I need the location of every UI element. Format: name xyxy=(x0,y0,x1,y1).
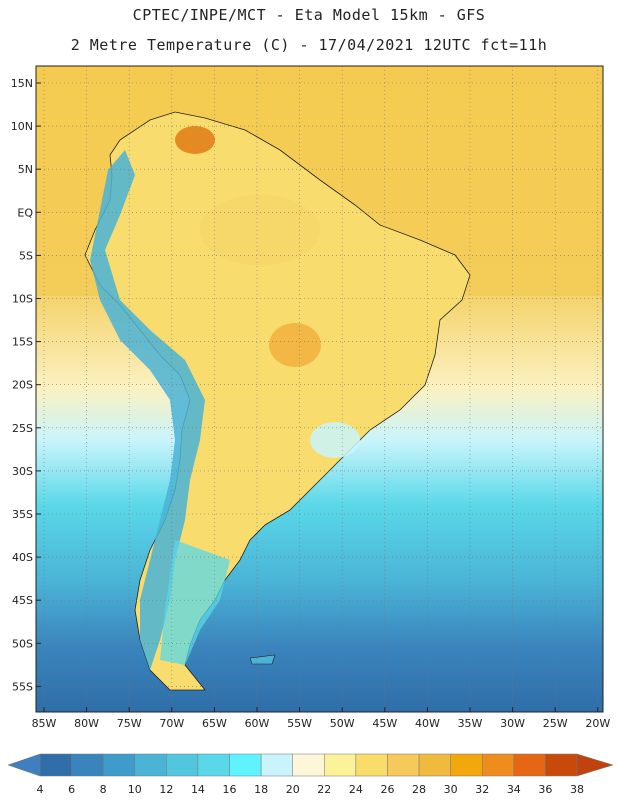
plot-frame xyxy=(35,65,604,713)
colorbar-label: 30 xyxy=(444,783,458,796)
lon-label: 40W xyxy=(415,717,440,730)
colorbar-label: 6 xyxy=(68,783,75,796)
south-brazil-cool xyxy=(310,422,360,458)
lon-label: 35W xyxy=(458,717,483,730)
colorbar-high-arrow xyxy=(576,753,614,777)
lon-label: 65W xyxy=(202,717,227,730)
colorbar-swatch xyxy=(450,753,483,777)
colorbar-label: 24 xyxy=(349,783,363,796)
chart-subtitle: 2 Metre Temperature (C) - 17/04/2021 12U… xyxy=(70,36,548,54)
colorbar-swatch xyxy=(39,753,72,777)
colorbar-swatch xyxy=(513,753,546,777)
colorbar-swatch xyxy=(71,753,104,777)
colorbar-label: 22 xyxy=(317,783,331,796)
lat-label: EQ xyxy=(17,206,33,219)
colorbar-swatch xyxy=(324,753,357,777)
lat-label: 10S xyxy=(12,293,33,306)
lat-label: 25S xyxy=(12,422,33,435)
colorbar-swatch xyxy=(292,753,325,777)
colorbar-swatch xyxy=(260,753,293,777)
colorbar-swatch xyxy=(134,753,167,777)
colorbar-swatch xyxy=(481,753,515,777)
patagonia-cool xyxy=(160,540,230,665)
colorbar-label: 38 xyxy=(570,783,584,796)
colorbar-label: 26 xyxy=(380,783,394,796)
lon-label: 80W xyxy=(74,717,99,730)
colorbar-label: 18 xyxy=(254,783,268,796)
lon-label: 50W xyxy=(330,717,355,730)
colorbar-label: 10 xyxy=(128,783,142,796)
colorbar-swatch xyxy=(197,753,230,777)
colorbar-label: 20 xyxy=(286,783,300,796)
colorbar-label: 28 xyxy=(412,783,426,796)
lon-label: 20W xyxy=(585,717,610,730)
lon-label: 55W xyxy=(287,717,312,730)
colorbar-swatch xyxy=(355,753,388,777)
falkland-islands xyxy=(249,654,276,665)
colorbar-swatch xyxy=(418,753,451,777)
colorbar-label: 32 xyxy=(475,783,489,796)
lat-label: 35S xyxy=(12,508,33,521)
lat-label: 5S xyxy=(19,249,33,262)
lat-label: 45S xyxy=(12,594,33,607)
colorbar-swatch xyxy=(387,753,420,777)
lat-label: 5N xyxy=(18,163,33,176)
colorbar-swatch xyxy=(102,753,136,777)
lon-label: 60W xyxy=(245,717,270,730)
lon-label: 45W xyxy=(372,717,397,730)
lon-label: 70W xyxy=(159,717,184,730)
colorbar-label: 34 xyxy=(507,783,521,796)
venezuela-hot-spot xyxy=(175,126,215,154)
colorbar-label: 12 xyxy=(159,783,173,796)
chart-title: CPTEC/INPE/MCT - Eta Model 15km - GFS xyxy=(132,6,486,24)
colorbar-low-arrow xyxy=(7,753,41,777)
colorbar-swatch xyxy=(166,753,199,777)
colorbar-label: 14 xyxy=(191,783,205,796)
lon-label: 75W xyxy=(117,717,142,730)
colorbar-swatch xyxy=(545,753,578,777)
andes-cold-band xyxy=(90,150,205,670)
lon-label: 30W xyxy=(500,717,525,730)
colorbar xyxy=(7,753,614,777)
lat-label: 15N xyxy=(11,77,33,90)
amazon-warm xyxy=(200,195,320,265)
colorbar-label: 16 xyxy=(223,783,237,796)
colorbar-swatch xyxy=(229,753,262,777)
lat-label: 10N xyxy=(11,120,33,133)
lat-label: 55S xyxy=(12,680,33,693)
lat-label: 15S xyxy=(12,336,33,349)
colorbar-label: 8 xyxy=(100,783,107,796)
lat-label: 20S xyxy=(12,379,33,392)
map-gridlines xyxy=(36,66,603,712)
colorbar-label: 36 xyxy=(538,783,552,796)
lon-label: 85W xyxy=(32,717,57,730)
central-brazil-warm xyxy=(269,323,321,367)
lat-label: 30S xyxy=(12,465,33,478)
colorbar-label: 4 xyxy=(37,783,44,796)
lat-label: 50S xyxy=(12,637,33,650)
lon-label: 25W xyxy=(543,717,568,730)
lat-label: 40S xyxy=(12,551,33,564)
